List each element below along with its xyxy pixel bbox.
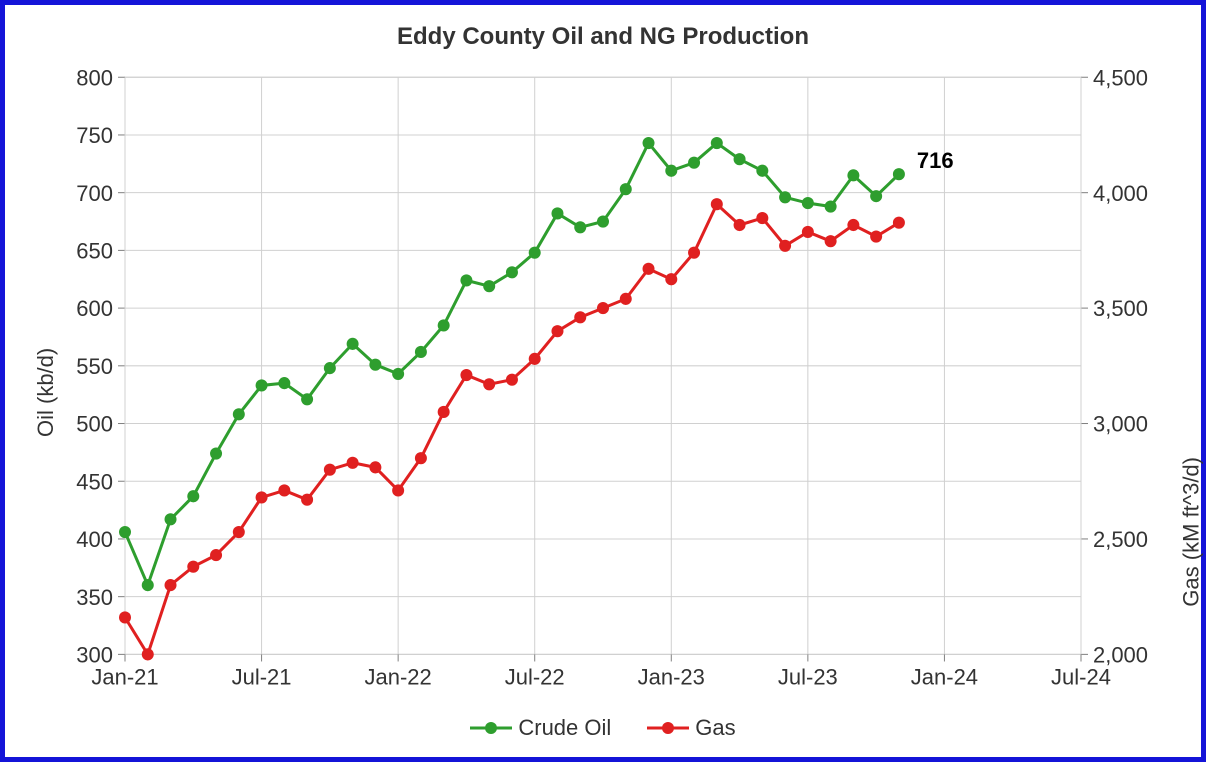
svg-text:Jul-22: Jul-22 <box>505 665 565 690</box>
chart-svg: 3003504004505005506006507007508002,0002,… <box>5 57 1201 705</box>
y-left-axis-label: Oil (kb/d) <box>33 348 59 437</box>
legend-label-gas: Gas <box>695 715 735 741</box>
chart-legend: Crude Oil Gas <box>470 705 735 757</box>
svg-text:4,000: 4,000 <box>1093 181 1148 206</box>
svg-text:3,000: 3,000 <box>1093 412 1148 437</box>
svg-text:Jan-24: Jan-24 <box>911 665 978 690</box>
svg-text:Jul-24: Jul-24 <box>1051 665 1111 690</box>
svg-text:750: 750 <box>76 123 113 148</box>
svg-text:Jan-21: Jan-21 <box>91 665 158 690</box>
gas-legend-icon <box>647 719 689 737</box>
y-right-axis-label: Gas (kM ft^3/d) <box>1179 457 1205 607</box>
svg-text:Jan-22: Jan-22 <box>365 665 432 690</box>
svg-text:2,500: 2,500 <box>1093 527 1148 552</box>
legend-label-crude-oil: Crude Oil <box>518 715 611 741</box>
svg-text:400: 400 <box>76 527 113 552</box>
svg-text:550: 550 <box>76 354 113 379</box>
svg-text:800: 800 <box>76 65 113 90</box>
svg-text:Jan-23: Jan-23 <box>638 665 705 690</box>
crude-oil-legend-icon <box>470 719 512 737</box>
svg-text:700: 700 <box>76 181 113 206</box>
svg-text:4,500: 4,500 <box>1093 65 1148 90</box>
chart-title: Eddy County Oil and NG Production <box>397 23 809 51</box>
legend-item-gas: Gas <box>647 715 735 741</box>
legend-item-crude-oil: Crude Oil <box>470 715 611 741</box>
svg-text:650: 650 <box>76 238 113 263</box>
svg-text:350: 350 <box>76 585 113 610</box>
chart-frame: Eddy County Oil and NG Production 300350… <box>0 0 1206 762</box>
svg-text:Jul-23: Jul-23 <box>778 665 838 690</box>
svg-text:500: 500 <box>76 412 113 437</box>
chart-plot-area: 3003504004505005506006507007508002,0002,… <box>5 57 1201 705</box>
svg-text:Jul-21: Jul-21 <box>232 665 292 690</box>
svg-text:600: 600 <box>76 296 113 321</box>
svg-text:716: 716 <box>917 148 954 173</box>
svg-text:450: 450 <box>76 469 113 494</box>
svg-text:3,500: 3,500 <box>1093 296 1148 321</box>
